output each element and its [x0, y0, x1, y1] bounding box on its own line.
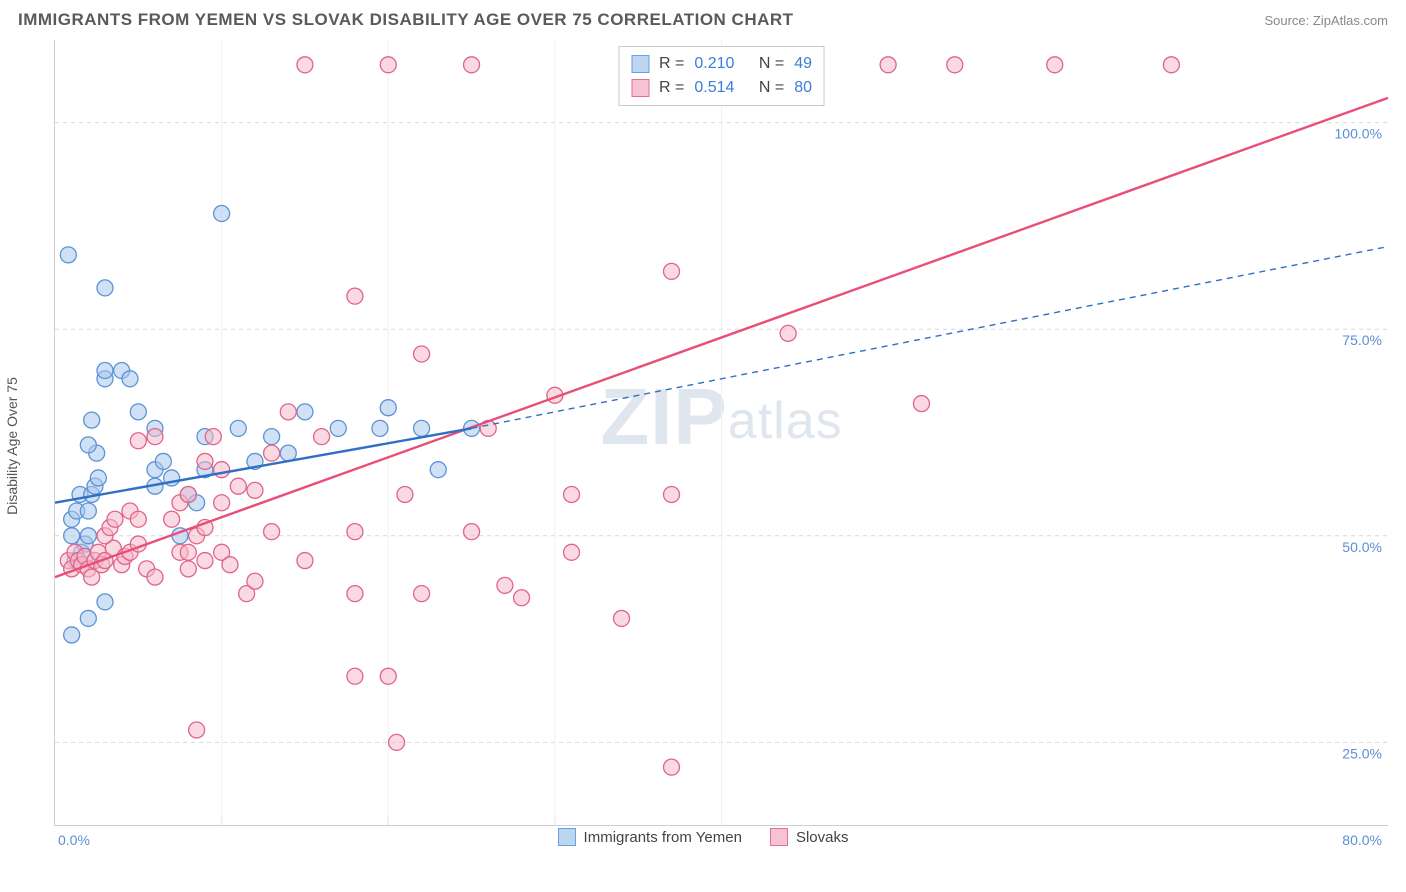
bottom-legend-yemen: Immigrants from Yemen [558, 828, 742, 846]
bottom-swatch-yemen [558, 828, 576, 846]
bottom-swatch-slovak [770, 828, 788, 846]
legend-swatch-yemen [631, 55, 649, 73]
svg-text:25.0%: 25.0% [1342, 745, 1382, 761]
correlation-legend: R = 0.210 N = 49 R = 0.514 N = 80 [618, 46, 825, 106]
chart-container: Disability Age Over 75 ZIPatlas 25.0%50.… [18, 40, 1388, 852]
svg-text:75.0%: 75.0% [1342, 332, 1382, 348]
legend-row-slovak: R = 0.514 N = 80 [631, 76, 812, 100]
svg-text:50.0%: 50.0% [1342, 539, 1382, 555]
plot-area: ZIPatlas 25.0%50.0%75.0%100.0% R = 0.210… [54, 40, 1388, 826]
legend-swatch-slovak [631, 79, 649, 97]
chart-header: IMMIGRANTS FROM YEMEN VS SLOVAK DISABILI… [0, 0, 1406, 36]
chart-title: IMMIGRANTS FROM YEMEN VS SLOVAK DISABILI… [18, 10, 794, 30]
svg-text:100.0%: 100.0% [1335, 126, 1382, 142]
bottom-label-yemen: Immigrants from Yemen [584, 829, 742, 846]
legend-row-yemen: R = 0.210 N = 49 [631, 52, 812, 76]
bottom-legend-slovak: Slovaks [770, 828, 849, 846]
bottom-label-slovak: Slovaks [796, 829, 849, 846]
scatter-svg: 25.0% 50.0% 75.0% 100.0% [55, 40, 1388, 825]
chart-source: Source: ZipAtlas.com [1264, 13, 1388, 28]
bottom-legend: Immigrants from Yemen Slovaks [18, 828, 1388, 846]
y-axis-label: Disability Age Over 75 [4, 377, 20, 515]
